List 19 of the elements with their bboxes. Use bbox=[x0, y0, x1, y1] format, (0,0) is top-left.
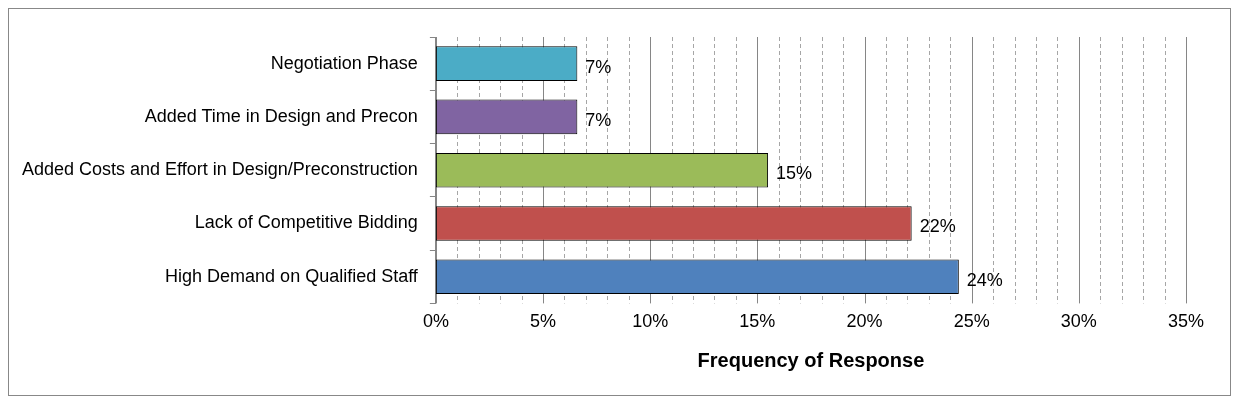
y-tick-label: High Demand on Qualified Staff bbox=[165, 265, 419, 286]
x-tick-label: 10% bbox=[632, 311, 669, 332]
data-label: 15% bbox=[776, 163, 813, 184]
y-tick-label: Lack of Competitive Bidding bbox=[194, 212, 418, 233]
y-tick-label: Added Costs and Effort in Design/Preconstruction bbox=[22, 159, 418, 180]
x-tick-label: 30% bbox=[1060, 311, 1097, 332]
y-tick-label: Added Time in Design and Precon bbox=[144, 105, 418, 126]
y-tick-label: Negotiation Phase bbox=[270, 52, 418, 73]
data-label: 24% bbox=[966, 269, 1003, 290]
x-tick-label: 5% bbox=[530, 311, 557, 332]
x-tick-label: 0% bbox=[422, 311, 449, 332]
x-tick-label: 25% bbox=[953, 311, 990, 332]
x-tick-label: 35% bbox=[1167, 311, 1205, 332]
data-label: 7% bbox=[585, 109, 612, 130]
data-label: 22% bbox=[919, 216, 956, 237]
data-label: 7% bbox=[585, 56, 612, 77]
x-tick-label: 15% bbox=[739, 311, 776, 332]
x-axis-title: Frequency of Response bbox=[697, 348, 925, 371]
x-tick-label: 20% bbox=[846, 311, 883, 332]
